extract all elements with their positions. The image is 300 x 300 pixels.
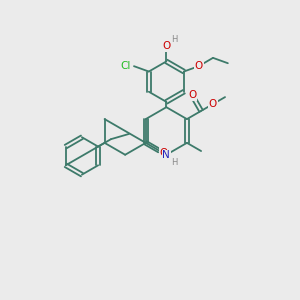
Text: O: O <box>195 61 203 71</box>
Text: Cl: Cl <box>121 61 131 70</box>
Text: O: O <box>188 91 196 100</box>
Text: O: O <box>208 99 217 109</box>
Text: O: O <box>160 148 168 158</box>
Text: O: O <box>162 41 170 51</box>
Text: H: H <box>172 35 178 44</box>
Text: H: H <box>172 158 178 167</box>
Text: N: N <box>163 150 170 160</box>
